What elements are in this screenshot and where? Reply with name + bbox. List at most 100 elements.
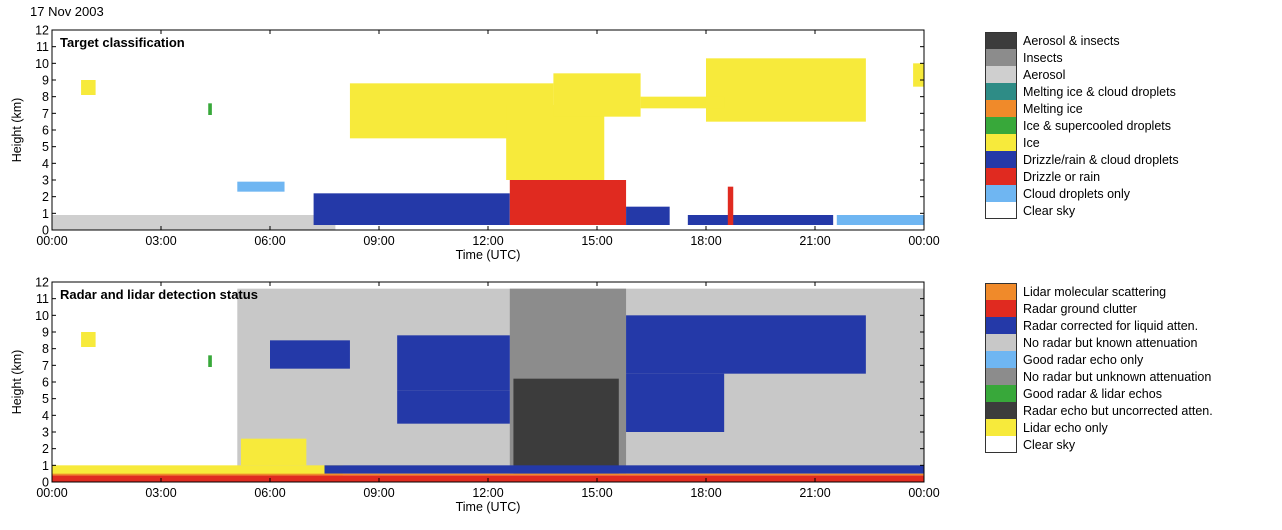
region-11 [626, 373, 725, 432]
x-tick-label: 06:00 [254, 486, 285, 500]
y-tick-label: 12 [35, 24, 49, 38]
region-10 [626, 315, 866, 374]
y-tick-label: 5 [42, 140, 49, 154]
legend-item: Drizzle/rain & cloud droplets [985, 151, 1179, 168]
region-5 [706, 58, 866, 122]
y-tick-label: 1 [42, 459, 49, 473]
legend-item: Ice [985, 134, 1179, 151]
y-tick-label: 10 [35, 309, 49, 323]
legend-item: Radar echo but uncorrected atten. [985, 402, 1213, 419]
legend-item: Drizzle or rain [985, 168, 1179, 185]
panel-title: Radar and lidar detection status [60, 287, 258, 302]
x-tick-label: 00:00 [36, 234, 67, 248]
legend-item: Ice & supercooled droplets [985, 117, 1179, 134]
legend-label: Radar echo but uncorrected atten. [1023, 403, 1213, 418]
legend-label: Ice [1023, 135, 1040, 150]
legend-label: Melting ice & cloud droplets [1023, 84, 1176, 99]
region-12 [626, 206, 670, 225]
legend-item: No radar but unknown attenuation [985, 368, 1213, 385]
legend-item: Good radar echo only [985, 351, 1213, 368]
x-tick-label: 00:00 [908, 234, 939, 248]
legend-label: Good radar & lidar echos [1023, 386, 1162, 401]
region-6 [208, 355, 212, 367]
y-tick-label: 10 [35, 57, 49, 71]
y-axis-label: Height (km) [10, 350, 24, 415]
y-tick-label: 9 [42, 74, 49, 88]
region-2 [513, 378, 619, 474]
region-15 [836, 215, 924, 225]
region-10 [313, 193, 510, 225]
y-tick-label: 2 [42, 190, 49, 204]
legend-item: Melting ice & cloud droplets [985, 83, 1179, 100]
y-tick-label: 4 [42, 157, 49, 171]
legend-label: Clear sky [1023, 203, 1076, 218]
x-tick-label: 21:00 [799, 234, 830, 248]
y-tick-label: 6 [42, 124, 49, 138]
legend-swatch [985, 83, 1017, 100]
y-tick-label: 0 [42, 224, 49, 238]
legend-item: Clear sky [985, 436, 1213, 453]
region-3 [506, 105, 605, 180]
legend-item: Cloud droplets only [985, 185, 1179, 202]
y-tick-label: 6 [42, 376, 49, 390]
legend-target-classification: Aerosol & insects Insects Aerosol Melting i… [985, 32, 1179, 219]
region-8 [397, 335, 510, 391]
legend-item: No radar but known attenuation [985, 334, 1213, 351]
date-label: 17 Nov 2003 [30, 4, 104, 19]
y-tick-label: 11 [36, 40, 49, 54]
legend-label: Radar corrected for liquid atten. [1023, 318, 1199, 333]
legend-swatch [985, 351, 1017, 368]
x-tick-label: 21:00 [799, 486, 830, 500]
legend-swatch [985, 202, 1017, 219]
x-tick-label: 03:00 [145, 234, 176, 248]
legend-item: Lidar echo only [985, 419, 1213, 436]
legend-label: Clear sky [1023, 437, 1076, 452]
legend-swatch [985, 419, 1017, 436]
panel-title: Target classification [60, 35, 185, 50]
region-9 [397, 390, 510, 424]
y-tick-label: 8 [42, 342, 49, 356]
region-7 [270, 340, 350, 369]
legend-label: Ice & supercooled droplets [1023, 118, 1172, 133]
x-tick-label: 15:00 [581, 486, 612, 500]
x-axis-label: Time (UTC) [456, 500, 521, 514]
legend-label: Cloud droplets only [1023, 186, 1131, 201]
x-tick-label: 00:00 [36, 486, 67, 500]
region-1 [81, 80, 96, 95]
y-tick-label: 4 [42, 409, 49, 423]
y-tick-label: 12 [35, 276, 49, 290]
legend-item: Aerosol & insects [985, 32, 1179, 49]
region-8 [208, 103, 212, 115]
region-13 [687, 215, 834, 225]
y-axis-label: Height (km) [10, 98, 24, 163]
legend-swatch [985, 334, 1017, 351]
x-tick-label: 00:00 [908, 486, 939, 500]
legend-swatch [985, 436, 1017, 453]
legend-swatch [985, 185, 1017, 202]
legend-item: Lidar molecular scattering [985, 283, 1213, 300]
y-tick-label: 1 [42, 207, 49, 221]
region-9 [237, 181, 285, 192]
legend-label: No radar but known attenuation [1023, 335, 1198, 350]
legend-swatch [985, 49, 1017, 66]
legend-swatch [985, 100, 1017, 117]
region-4 [81, 332, 96, 347]
legend-swatch [985, 368, 1017, 385]
region-3 [52, 465, 343, 476]
legend-label: Lidar molecular scattering [1023, 284, 1167, 299]
x-tick-label: 06:00 [254, 234, 285, 248]
legend-label: Aerosol [1023, 67, 1066, 82]
legend-swatch [985, 385, 1017, 402]
y-tick-label: 3 [42, 174, 49, 188]
y-tick-label: 5 [42, 392, 49, 406]
region-12 [324, 465, 924, 474]
y-tick-label: 0 [42, 476, 49, 490]
legend-label: Drizzle/rain & cloud droplets [1023, 152, 1179, 167]
region-4 [553, 73, 641, 117]
legend-item: Aerosol [985, 66, 1179, 83]
legend-detection-status: Lidar molecular scattering Radar ground c… [985, 283, 1213, 453]
y-tick-label: 7 [42, 107, 49, 121]
